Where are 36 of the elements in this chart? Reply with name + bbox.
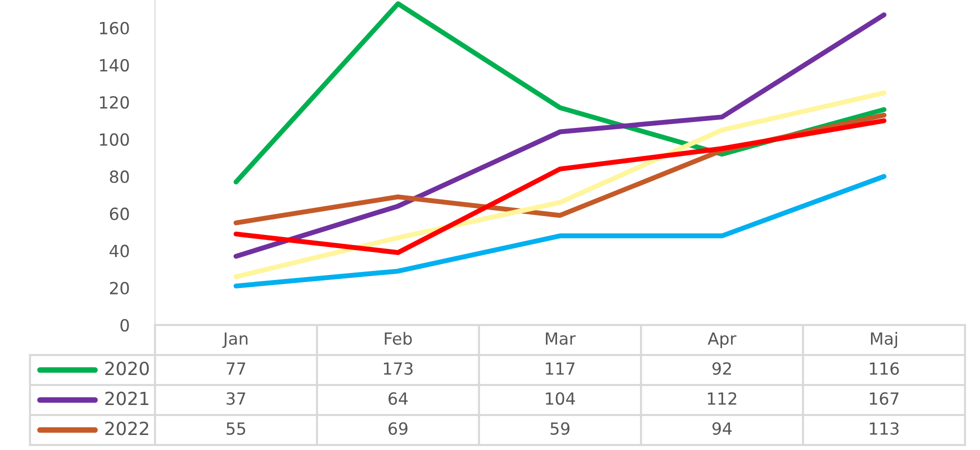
x-tick-label: Jan bbox=[222, 332, 248, 348]
data-label: 69 bbox=[388, 422, 408, 435]
data-label: 77 bbox=[226, 362, 246, 375]
data-label: 113 bbox=[870, 422, 899, 435]
data-label: 116 bbox=[870, 362, 899, 375]
y-tick-label: 120 bbox=[100, 96, 129, 109]
data-label: 59 bbox=[550, 422, 570, 435]
y-tick-label: 100 bbox=[100, 133, 129, 146]
data-label: 104 bbox=[546, 392, 575, 405]
y-tick-label: 40 bbox=[110, 244, 129, 258]
data-label: 94 bbox=[712, 422, 732, 435]
y-tick-label: 140 bbox=[100, 58, 129, 72]
line-series bbox=[234, 174, 886, 288]
data-label: 55 bbox=[226, 422, 246, 435]
data-label: 117 bbox=[546, 362, 574, 375]
y-tick-label: 0 bbox=[120, 318, 129, 332]
y-tick-label: 80 bbox=[110, 170, 129, 183]
y-tick-label: 60 bbox=[110, 208, 129, 220]
x-tick-label: Feb bbox=[384, 332, 412, 345]
x-tick-label: Apr bbox=[708, 332, 736, 348]
legend-label: 2021 bbox=[105, 392, 148, 406]
data-label: 37 bbox=[226, 392, 246, 405]
legend-label: 2020 bbox=[105, 362, 149, 376]
legend-label: 2022 bbox=[105, 422, 148, 436]
data-label: 92 bbox=[712, 362, 731, 375]
y-tick-label: 160 bbox=[100, 22, 129, 34]
data-label: 167 bbox=[870, 392, 898, 405]
data-label: 173 bbox=[384, 362, 413, 375]
line-series bbox=[234, 118, 886, 255]
line-series bbox=[234, 90, 886, 280]
x-tick-label: Mar bbox=[546, 332, 576, 345]
data-label: 112 bbox=[708, 392, 736, 405]
data-label: 64 bbox=[388, 392, 408, 405]
y-tick-label: 20 bbox=[110, 282, 129, 294]
x-tick-label: Maj bbox=[871, 332, 898, 348]
line-series bbox=[234, 12, 886, 259]
